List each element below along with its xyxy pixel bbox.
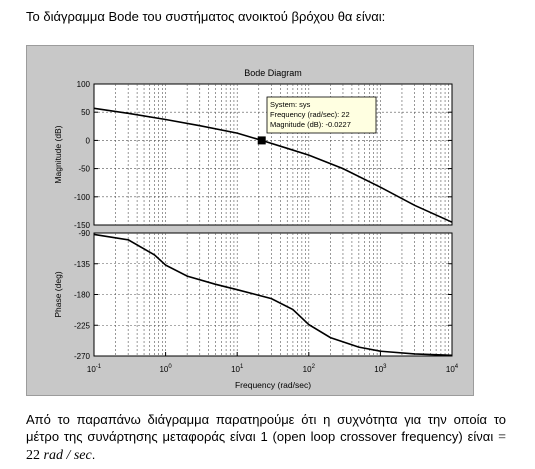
phase-axis-label: Phase (deg) (53, 271, 63, 317)
conclusion-tail: . (91, 447, 96, 462)
x-tick-label: 101 (231, 364, 244, 374)
x-tick-exponent: 0 (168, 364, 172, 370)
crossover-unit: rad / sec (43, 448, 92, 463)
x-axis-label: Frequency (rad/sec) (235, 380, 311, 390)
x-tick-exponent: -1 (96, 364, 102, 370)
magnitude-ytick-label: -150 (74, 221, 91, 230)
datatip-box (266, 96, 377, 134)
phase-ytick-label: -180 (74, 291, 91, 300)
x-tick-exponent: 4 (455, 364, 459, 370)
magnitude-axis-label: Magnitude (dB) (53, 125, 63, 183)
x-tick-base: 10 (231, 365, 240, 374)
phase-ytick-label: -90 (78, 229, 90, 238)
conclusion-paragraph: Από το παραπάνω διάγραμμα παρατηρούμε ότ… (26, 411, 506, 464)
magnitude-ytick-label: 100 (77, 80, 91, 89)
magnitude-ytick-label: 50 (81, 108, 90, 117)
x-tick-exponent: 1 (240, 364, 244, 370)
x-tick-exponent: 3 (383, 364, 387, 370)
magnitude-ytick-label: -100 (74, 193, 91, 202)
x-tick-base: 10 (374, 365, 383, 374)
magnitude-series-line (93, 107, 453, 223)
crossover-value: = 22 (26, 430, 506, 463)
magnitude-ytick-label: 0 (86, 136, 91, 145)
datatip-line: Frequency (rad/sec): 22 (270, 110, 350, 119)
phase-ytick-label: -135 (74, 260, 91, 269)
datatip-marker (257, 136, 266, 145)
crossover-formula: = 22 rad / sec (26, 430, 506, 463)
x-tick-label: 10-1 (87, 364, 102, 374)
phase-ytick-label: -225 (74, 321, 91, 330)
x-tick-base: 10 (87, 365, 96, 374)
x-tick-label: 103 (374, 364, 387, 374)
datatip-line: Magnitude (dB): -0.0227 (270, 120, 351, 129)
phase-series-line (93, 233, 453, 357)
chart-title: Bode Diagram (244, 68, 302, 78)
x-tick-label: 104 (446, 364, 459, 374)
x-tick-base: 10 (159, 365, 168, 374)
conclusion-text: Από το παραπάνω διάγραμμα παρατηρούμε ότ… (26, 412, 506, 444)
x-tick-exponent: 2 (312, 364, 316, 370)
x-tick-base: 10 (446, 365, 455, 374)
x-tick-base: 10 (303, 365, 312, 374)
x-tick-label: 102 (303, 364, 316, 374)
datatip-line: System: sys (270, 100, 311, 109)
intro-text: Το διάγραμμα Bode του συστήματος ανοικτο… (26, 9, 386, 24)
phase-ytick-label: -270 (74, 352, 91, 361)
bode-figure: Bode Diagram 100 50 0 -50 -100 -150 Magnitude (… (26, 45, 474, 396)
magnitude-ytick-label: -50 (78, 165, 90, 174)
x-tick-label: 100 (159, 364, 172, 374)
